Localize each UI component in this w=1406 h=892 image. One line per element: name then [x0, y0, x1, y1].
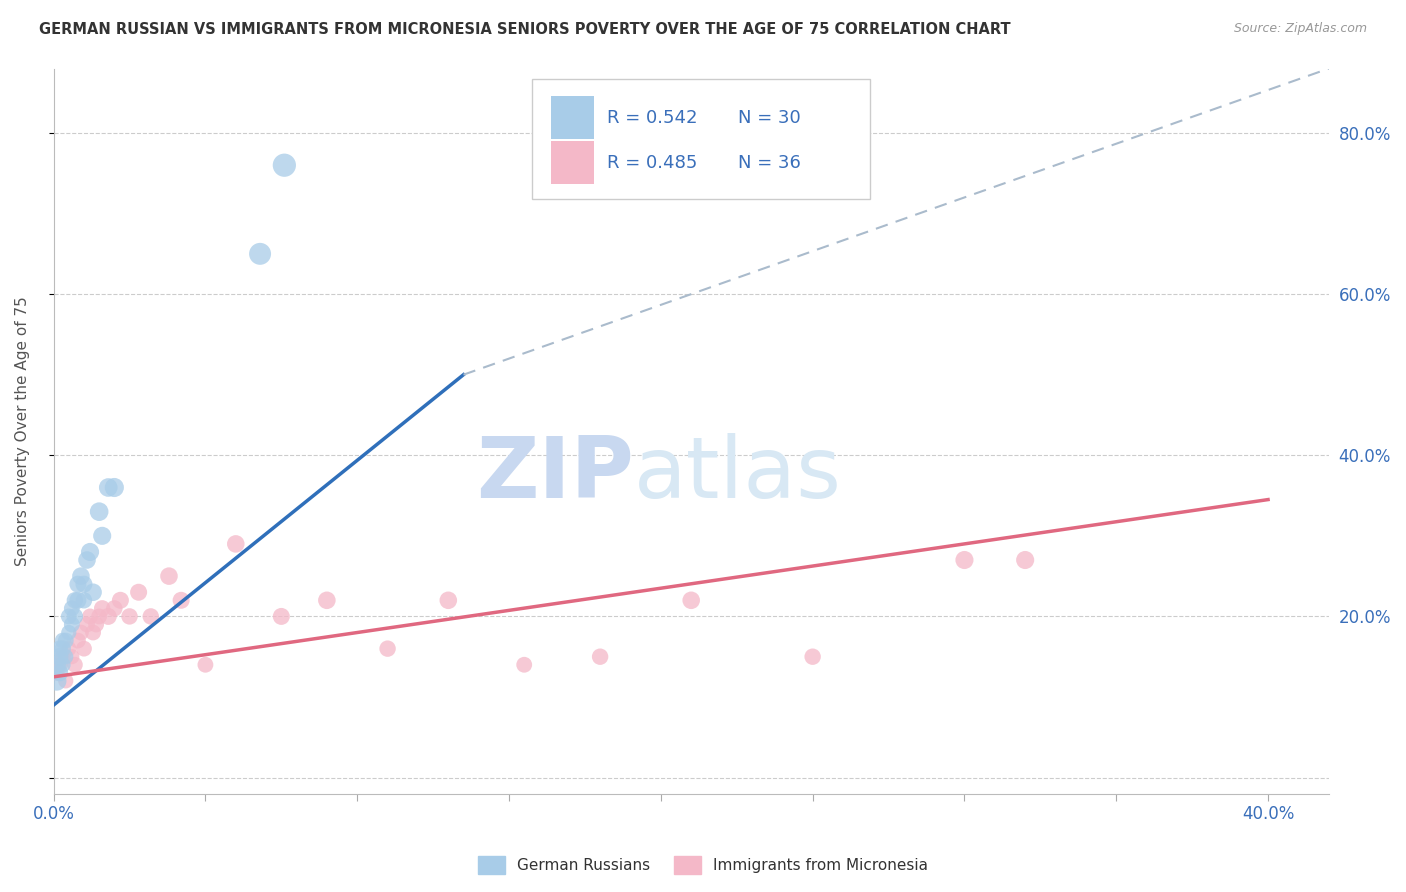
Point: [801, 649, 824, 664]
Point: [170, 593, 193, 607]
Point: [52, 633, 75, 648]
Point: [82, 625, 104, 640]
Point: [52, 649, 75, 664]
Point: [97, 481, 120, 495]
Point: [194, 657, 217, 672]
Point: [66, 577, 89, 591]
Point: [60, 617, 83, 632]
Point: [84, 617, 107, 632]
Point: [55, 673, 77, 688]
Point: [63, 657, 86, 672]
Point: [681, 593, 703, 607]
Text: Source: ZipAtlas.com: Source: ZipAtlas.com: [1233, 22, 1367, 36]
Point: [157, 569, 180, 583]
Point: [79, 545, 101, 559]
Point: [103, 481, 125, 495]
Point: [82, 585, 104, 599]
Point: [1014, 553, 1036, 567]
Point: [60, 601, 83, 615]
Point: [58, 609, 80, 624]
FancyBboxPatch shape: [531, 79, 870, 199]
Point: [70, 569, 93, 583]
Point: [63, 593, 86, 607]
FancyBboxPatch shape: [551, 96, 595, 139]
Point: [103, 601, 125, 615]
Point: [45, 673, 67, 688]
Point: [48, 665, 70, 680]
Point: [45, 657, 67, 672]
Text: GERMAN RUSSIAN VS IMMIGRANTS FROM MICRONESIA SENIORS POVERTY OVER THE AGE OF 75 : GERMAN RUSSIAN VS IMMIGRANTS FROM MICRON…: [39, 22, 1011, 37]
Point: [45, 665, 67, 680]
Point: [97, 609, 120, 624]
Point: [60, 649, 83, 664]
Point: [66, 633, 89, 648]
Point: [63, 609, 86, 624]
Point: [52, 641, 75, 656]
Point: [89, 505, 111, 519]
Text: R = 0.542: R = 0.542: [607, 109, 697, 127]
Point: [58, 641, 80, 656]
Point: [91, 529, 114, 543]
Point: [91, 601, 114, 615]
Text: N = 36: N = 36: [738, 153, 801, 172]
Point: [377, 641, 399, 656]
Point: [55, 633, 77, 648]
Point: [76, 553, 98, 567]
Point: [249, 247, 271, 261]
Point: [55, 649, 77, 664]
Point: [66, 593, 89, 607]
Point: [225, 537, 247, 551]
Point: [139, 609, 162, 624]
Point: [273, 158, 295, 172]
Point: [128, 585, 150, 599]
Point: [73, 577, 96, 591]
Text: atlas: atlas: [634, 434, 842, 516]
Point: [315, 593, 337, 607]
Text: R = 0.485: R = 0.485: [607, 153, 697, 172]
Point: [79, 609, 101, 624]
Point: [118, 609, 141, 624]
FancyBboxPatch shape: [551, 142, 595, 184]
Point: [589, 649, 612, 664]
Point: [270, 609, 292, 624]
Text: ZIP: ZIP: [477, 434, 634, 516]
Point: [58, 625, 80, 640]
Point: [70, 625, 93, 640]
Point: [89, 609, 111, 624]
Point: [953, 553, 976, 567]
Point: [73, 593, 96, 607]
Point: [48, 649, 70, 664]
Point: [52, 657, 75, 672]
Y-axis label: Seniors Poverty Over the Age of 75: Seniors Poverty Over the Age of 75: [15, 296, 30, 566]
Legend: German Russians, Immigrants from Micronesia: German Russians, Immigrants from Microne…: [471, 850, 935, 880]
Point: [437, 593, 460, 607]
Point: [73, 641, 96, 656]
Point: [48, 657, 70, 672]
Point: [48, 641, 70, 656]
Point: [513, 657, 536, 672]
Text: N = 30: N = 30: [738, 109, 801, 127]
Point: [110, 593, 132, 607]
Point: [76, 617, 98, 632]
